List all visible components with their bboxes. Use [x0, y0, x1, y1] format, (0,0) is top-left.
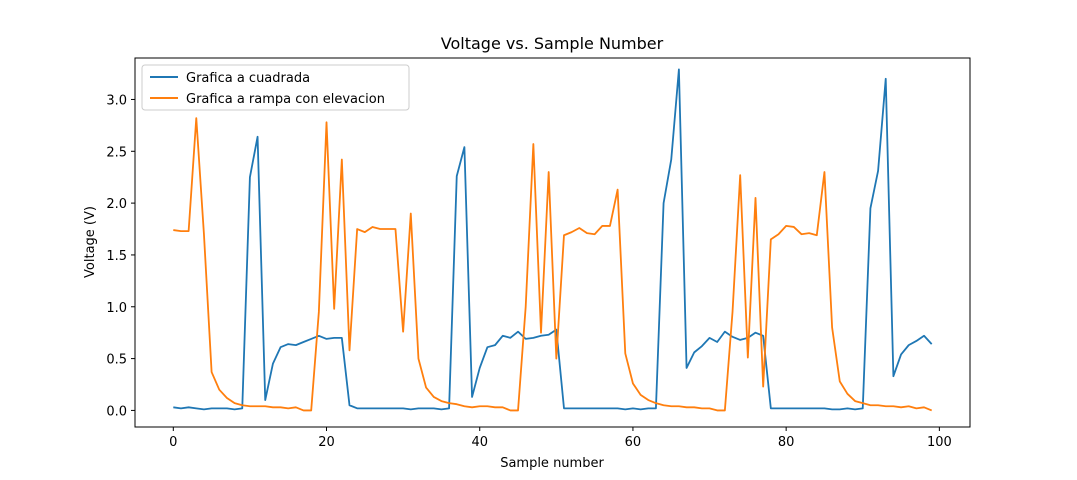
- series-lines: [173, 68, 933, 412]
- x-axis: 0 20 40 60 80 100: [169, 427, 952, 450]
- x-tick-label: 20: [318, 435, 335, 450]
- y-tick-label: 2.5: [106, 145, 127, 160]
- x-tick-label: 0: [169, 435, 177, 450]
- legend: Grafica a cuadrada Grafica a rampa con e…: [141, 64, 410, 111]
- y-axis: 0.0 0.5 1.0 1.5 2.0 2.5 3.0: [106, 93, 135, 419]
- chart-title: Voltage vs. Sample Number: [441, 34, 664, 53]
- y-tick-label: 1.5: [106, 249, 127, 264]
- x-axis-label: Sample number: [500, 456, 604, 471]
- y-tick-label: 2.0: [106, 197, 127, 212]
- y-tick-label: 3.0: [106, 93, 127, 108]
- x-tick-label: 80: [778, 435, 795, 450]
- y-tick-label: 1.0: [106, 301, 127, 316]
- legend-box: [141, 64, 410, 111]
- legend-label-0: Grafica a cuadrada: [186, 71, 310, 86]
- x-tick-label: 100: [927, 435, 952, 450]
- x-tick-label: 60: [625, 435, 642, 450]
- series-line-0: [173, 68, 933, 411]
- legend-label-1: Grafica a rampa con elevacion: [186, 92, 385, 107]
- y-tick-label: 0.5: [106, 353, 127, 368]
- series-line-1: [173, 117, 933, 412]
- y-tick-label: 0.0: [106, 404, 127, 419]
- y-axis-label: Voltage (V): [83, 206, 98, 278]
- plot-area: [134, 57, 971, 428]
- x-tick-label: 40: [471, 435, 488, 450]
